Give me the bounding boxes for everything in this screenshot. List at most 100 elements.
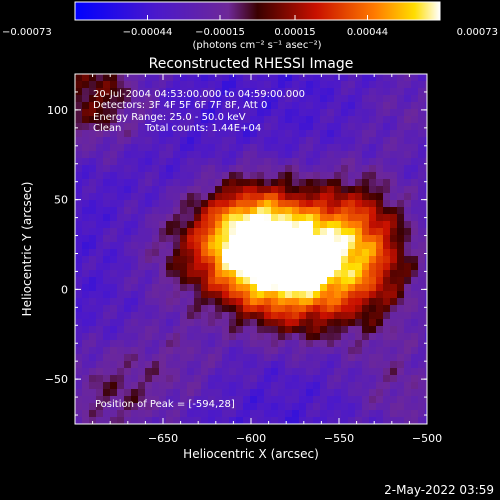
heatmap-cell <box>250 382 258 390</box>
heatmap-cell <box>320 368 328 376</box>
heatmap-cell <box>292 375 300 383</box>
heatmap-cell <box>131 382 139 390</box>
heatmap-cell <box>173 347 181 355</box>
heatmap-cell <box>425 102 427 110</box>
heatmap-cell <box>390 361 398 369</box>
heatmap-cell <box>418 144 426 152</box>
heatmap-cell <box>397 144 405 152</box>
heatmap-cell <box>82 116 90 124</box>
heatmap-cell <box>425 319 427 327</box>
heatmap-cell <box>82 333 90 341</box>
heatmap-cell <box>131 403 139 411</box>
heatmap-cell <box>110 116 118 124</box>
heatmap-cell <box>243 417 251 424</box>
heatmap-cell <box>180 102 188 110</box>
heatmap-cell <box>229 158 237 166</box>
heatmap-cell <box>376 102 384 110</box>
heatmap-cell <box>82 144 90 152</box>
heatmap-cell <box>208 123 216 131</box>
heatmap-cell <box>411 333 419 341</box>
heatmap-cell <box>327 74 335 82</box>
heatmap-cell <box>208 263 216 271</box>
heatmap-cell <box>285 221 293 229</box>
heatmap-cell <box>383 165 391 173</box>
heatmap-cell <box>138 109 146 117</box>
heatmap-cell <box>138 375 146 383</box>
heatmap-cell <box>82 410 90 418</box>
heatmap-cell <box>327 410 335 418</box>
heatmap-cell <box>201 277 209 285</box>
heatmap-cell <box>341 403 349 411</box>
heatmap-cell <box>159 193 167 201</box>
heatmap-cell <box>215 375 223 383</box>
heatmap-cell <box>117 326 125 334</box>
heatmap-cell <box>334 403 342 411</box>
heatmap-cell <box>285 88 293 96</box>
heatmap-cell <box>264 354 272 362</box>
heatmap-cell <box>82 137 90 145</box>
heatmap-cell <box>348 403 356 411</box>
heatmap-cell <box>320 382 328 390</box>
heatmap-cell <box>229 298 237 306</box>
heatmap-cell <box>131 186 139 194</box>
heatmap-cell <box>341 214 349 222</box>
heatmap-cell <box>327 326 335 334</box>
heatmap-cell <box>131 158 139 166</box>
heatmap-cell <box>117 270 125 278</box>
heatmap-cell <box>425 158 427 166</box>
heatmap-cell <box>327 417 335 424</box>
heatmap-cell <box>222 228 230 236</box>
heatmap-cell <box>215 277 223 285</box>
heatmap-cell <box>313 284 321 292</box>
heatmap-cell <box>110 256 118 264</box>
heatmap-cell <box>369 312 377 320</box>
heatmap-cell <box>369 319 377 327</box>
heatmap-cell <box>89 81 97 89</box>
heatmap-cell <box>208 375 216 383</box>
heatmap-cell <box>173 361 181 369</box>
heatmap-cell <box>264 144 272 152</box>
heatmap-cell <box>89 347 97 355</box>
heatmap-cell <box>208 109 216 117</box>
heatmap-cell <box>327 368 335 376</box>
heatmap-cell <box>201 130 209 138</box>
heatmap-cell <box>250 333 258 341</box>
heatmap-cell <box>271 109 279 117</box>
heatmap-cell <box>243 319 251 327</box>
heatmap-cell <box>299 263 307 271</box>
heatmap-cell <box>404 81 412 89</box>
heatmap-cell <box>117 368 125 376</box>
heatmap-cell <box>152 221 160 229</box>
heatmap-cell <box>159 88 167 96</box>
heatmap-cell <box>131 81 139 89</box>
heatmap-cell <box>103 130 111 138</box>
heatmap-cell <box>341 193 349 201</box>
heatmap-cell <box>152 137 160 145</box>
heatmap-cell <box>145 102 153 110</box>
heatmap-cell <box>306 256 314 264</box>
heatmap-cell <box>348 242 356 250</box>
heatmap-cell <box>131 144 139 152</box>
heatmap-cell <box>243 207 251 215</box>
heatmap-cell <box>131 172 139 180</box>
heatmap-cell <box>222 410 230 418</box>
heatmap-cell <box>362 319 370 327</box>
heatmap-cell <box>306 305 314 313</box>
heatmap-cell <box>215 221 223 229</box>
heatmap-cell <box>376 347 384 355</box>
heatmap-cell <box>313 389 321 397</box>
heatmap-cell <box>250 326 258 334</box>
heatmap-cell <box>117 361 125 369</box>
heatmap-cell <box>187 144 195 152</box>
heatmap-cell <box>390 95 398 103</box>
heatmap-cell <box>145 291 153 299</box>
heatmap-cell <box>334 200 342 208</box>
heatmap-cell <box>145 270 153 278</box>
heatmap-cell <box>418 298 426 306</box>
heatmap-cell <box>201 249 209 257</box>
heatmap-cell <box>152 81 160 89</box>
heatmap-cell <box>320 151 328 159</box>
heatmap-cell <box>383 123 391 131</box>
heatmap-cell <box>82 417 90 424</box>
heatmap-cell <box>103 242 111 250</box>
